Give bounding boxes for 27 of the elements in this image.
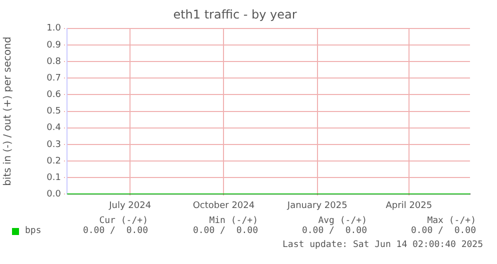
text: Min (-/+) bbox=[208, 216, 258, 226]
text: Last update: Sat Jun 14 02:00:40 2025 bbox=[282, 240, 483, 250]
legend-label: bps bbox=[25, 226, 42, 236]
text: Cur (-/+) bbox=[98, 216, 148, 226]
y-tick-label: 0.9 bbox=[46, 40, 62, 50]
y-tick-label: 0.7 bbox=[46, 73, 61, 84]
y-tick-label: 0.6 bbox=[46, 90, 62, 100]
text: 0.00 / 0.00 bbox=[410, 226, 476, 236]
x-tick-label: October 2024 bbox=[192, 200, 255, 211]
y-tick-label: 0.5 bbox=[46, 106, 61, 117]
y-tick-label: 0.0 bbox=[46, 190, 62, 200]
text: Avg (-/+) bbox=[317, 216, 367, 226]
text: 0.00 / 0.00 bbox=[300, 226, 367, 236]
y-tick-label: 0.4 bbox=[46, 123, 62, 134]
x-tick-label: January 2025 bbox=[286, 200, 348, 211]
y-axis-title: bits in (-) / out (+) per second bbox=[2, 36, 14, 186]
y-tick-label: 1.0 bbox=[46, 24, 62, 34]
x-tick-label: July 2024 bbox=[108, 200, 152, 211]
y-tick-label: 0.2 bbox=[46, 156, 61, 166]
chart-title: eth1 traffic - by year bbox=[173, 7, 297, 22]
x-tick-label: April 2025 bbox=[386, 200, 432, 211]
y-tick-label: 0.8 bbox=[46, 56, 62, 67]
text: 0.00 / 0.00 bbox=[192, 226, 258, 236]
y-tick-label: 0.3 bbox=[46, 140, 61, 150]
text: Max (-/+) bbox=[426, 216, 476, 226]
y-tick-label: 0.1 bbox=[46, 172, 61, 183]
text: 0.00 / 0.00 bbox=[82, 226, 148, 236]
